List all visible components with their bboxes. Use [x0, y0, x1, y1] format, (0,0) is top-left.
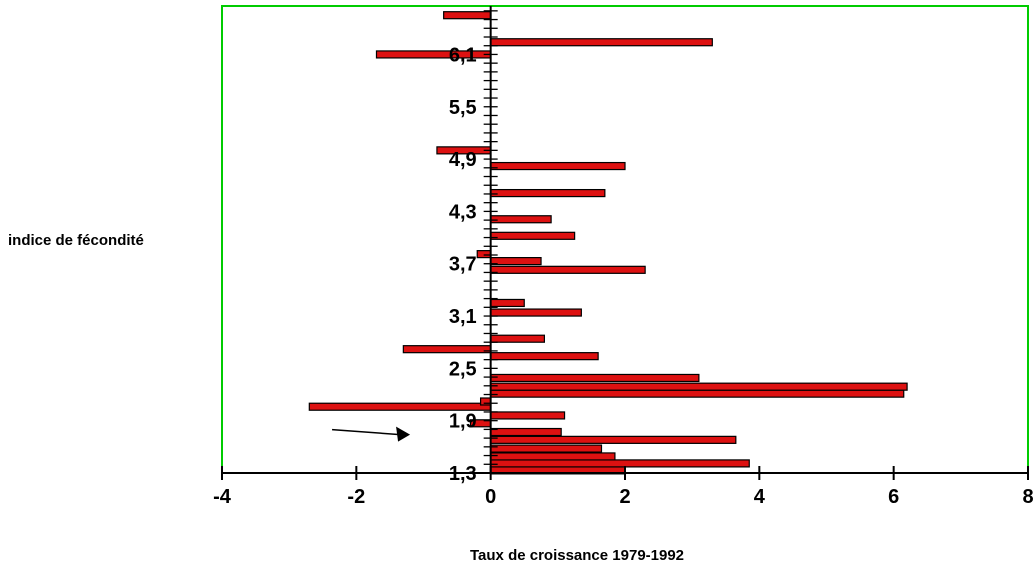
y-tick-label: 6,1 — [449, 44, 477, 66]
bar-3 — [490, 444, 603, 453]
y-axis-label: indice de fécondité — [8, 232, 144, 249]
bar-5 — [490, 427, 562, 437]
x-tick-label: 6 — [888, 486, 899, 508]
y-tick-label: 3,7 — [449, 254, 477, 276]
y-tick-label: 1,9 — [449, 411, 477, 433]
arrow-head — [396, 426, 411, 442]
annotation — [332, 426, 411, 442]
bar-2 — [490, 452, 616, 461]
bar-8 — [308, 402, 492, 411]
y-tick-label: 4,3 — [449, 201, 477, 223]
bar-15 — [490, 334, 545, 343]
x-tick-labels: -4 -2 0 2 4 6 8 — [213, 486, 1033, 508]
bar-10 — [490, 389, 905, 398]
bar-11 — [490, 382, 908, 391]
bar-24 — [490, 161, 626, 171]
bar-1 — [490, 459, 750, 468]
x-tick-label: -2 — [347, 486, 365, 508]
x-tick-label: 0 — [485, 486, 496, 508]
x-tick-label: 2 — [619, 486, 630, 508]
x-tick-label: 4 — [754, 486, 766, 508]
bar-9 — [479, 397, 492, 406]
y-tick-label: 3,1 — [449, 306, 477, 328]
bar-19 — [490, 257, 542, 266]
y-tick-labels: 1,3 1,9 2,5 3,1 3,7 4,3 4,9 5,5 6,1 — [449, 44, 477, 485]
bar-23 — [490, 188, 606, 198]
bar-17 — [490, 298, 525, 308]
axes — [221, 6, 1029, 480]
arrow-shaft — [332, 428, 401, 436]
x-tick-label: 8 — [1022, 486, 1033, 508]
bar-22 — [490, 215, 552, 224]
bars — [308, 11, 908, 475]
bar-27 — [490, 38, 713, 47]
y-tick-label: 4,9 — [449, 149, 477, 171]
bar-21 — [490, 231, 576, 240]
bar-18 — [490, 265, 646, 274]
bar-14 — [402, 345, 492, 354]
bar-12 — [490, 373, 700, 383]
y-tick-label: 2,5 — [449, 358, 477, 380]
bar-7 — [490, 411, 566, 420]
bar-28 — [443, 11, 492, 20]
bar-16 — [490, 308, 582, 317]
y-tick-label: 1,3 — [449, 463, 477, 485]
x-tick-label: -4 — [213, 486, 232, 508]
x-axis-label: Taux de croissance 1979-1992 — [470, 547, 685, 564]
bar-20 — [476, 250, 492, 259]
y-tick-label: 5,5 — [449, 97, 477, 119]
bar-4 — [490, 435, 737, 444]
bar-13 — [490, 352, 599, 361]
